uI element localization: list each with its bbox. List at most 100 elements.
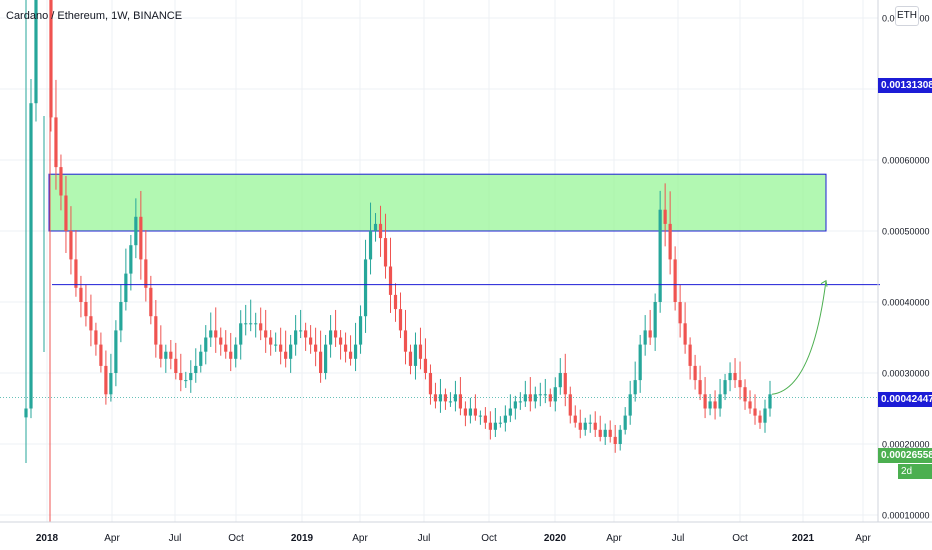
candle-body — [498, 422, 502, 424]
candle — [144, 230, 148, 302]
candle — [468, 397, 473, 424]
candle-body — [189, 373, 193, 381]
candle-body — [458, 394, 463, 409]
chart-grid — [0, 0, 878, 522]
candle-body — [653, 302, 657, 338]
candle — [588, 414, 592, 433]
candle-body — [119, 302, 123, 331]
candle — [688, 337, 692, 380]
candle-body — [753, 408, 757, 416]
candle — [59, 154, 63, 211]
candle — [618, 425, 622, 451]
x-tick-label: Jul — [418, 533, 431, 544]
candle-body — [333, 330, 338, 338]
candle-body — [109, 373, 113, 395]
candle-body — [279, 344, 283, 352]
candle — [269, 330, 273, 356]
candle — [259, 307, 263, 341]
candle-body — [314, 344, 318, 352]
candle-body — [289, 344, 293, 359]
candle — [563, 353, 567, 407]
support-resistance-zones[interactable] — [40, 0, 880, 232]
candle-body — [134, 216, 138, 246]
candle — [164, 344, 168, 373]
candle-body — [518, 401, 522, 403]
candle — [194, 348, 198, 383]
candle-body — [174, 358, 178, 373]
candle-body — [483, 415, 487, 423]
candle — [713, 390, 717, 420]
candle-body — [408, 351, 413, 366]
candle — [673, 246, 677, 311]
price-tag-support: 0.00042447 — [878, 392, 932, 407]
candle-body — [294, 330, 298, 345]
candle-body — [438, 394, 443, 402]
candle-body — [528, 394, 532, 402]
candle-body — [608, 429, 612, 437]
y-tick-label: 0.00020000 — [882, 440, 930, 450]
currency-badge[interactable]: ETH — [895, 6, 919, 26]
projection-arrow — [771, 280, 827, 395]
x-tick-label: Apr — [855, 533, 871, 544]
candle-body — [59, 167, 63, 196]
candle — [503, 405, 507, 432]
candle — [733, 358, 737, 388]
candle — [608, 420, 612, 443]
candle-body — [683, 323, 687, 345]
candle-body — [348, 351, 353, 359]
candle-body — [643, 330, 647, 345]
candle-body — [693, 365, 697, 381]
candle — [723, 373, 727, 401]
candle — [184, 371, 188, 388]
candle-body — [758, 415, 762, 423]
candle — [219, 327, 223, 356]
candle-body — [718, 394, 722, 409]
candle-body — [234, 344, 238, 359]
candle — [768, 380, 772, 417]
candle-body — [448, 401, 453, 403]
candle — [29, 79, 33, 419]
candle-body — [633, 380, 637, 395]
candle — [418, 327, 423, 370]
candle-body — [443, 394, 448, 402]
candle-body — [89, 316, 93, 331]
candle — [683, 302, 687, 354]
candle — [224, 330, 228, 359]
candle — [348, 335, 353, 366]
candle-body — [64, 195, 68, 231]
candle-body — [378, 223, 383, 239]
candle-body — [658, 209, 662, 302]
chart-title: Cardano / Ethereum, 1W, BINANCE — [6, 10, 183, 22]
candle — [598, 415, 602, 442]
candle — [274, 332, 278, 352]
x-tick-label: 2021 — [792, 533, 815, 544]
candle — [473, 394, 477, 421]
candle-body — [733, 373, 737, 381]
candle-body — [513, 401, 517, 409]
candle-body — [104, 365, 108, 395]
candle-body — [259, 323, 263, 331]
candle — [249, 299, 253, 332]
candle — [338, 330, 343, 360]
candle-body — [743, 387, 747, 402]
drawing-overlays[interactable] — [0, 0, 880, 398]
candle-body — [533, 394, 537, 402]
candle — [289, 334, 293, 373]
candle — [294, 315, 298, 356]
candle-body — [124, 273, 128, 302]
candle-body — [79, 287, 83, 302]
candle-body — [264, 330, 268, 338]
candle-body — [363, 259, 368, 317]
candle-body — [638, 344, 642, 381]
candle-body — [583, 422, 587, 430]
candle-body — [713, 401, 717, 409]
candle — [254, 312, 258, 338]
candle — [154, 300, 158, 358]
candle — [763, 399, 767, 433]
candle — [189, 360, 193, 393]
candle-body — [673, 259, 677, 302]
candle-body — [114, 330, 118, 373]
candle — [573, 405, 577, 428]
candle — [498, 416, 502, 428]
